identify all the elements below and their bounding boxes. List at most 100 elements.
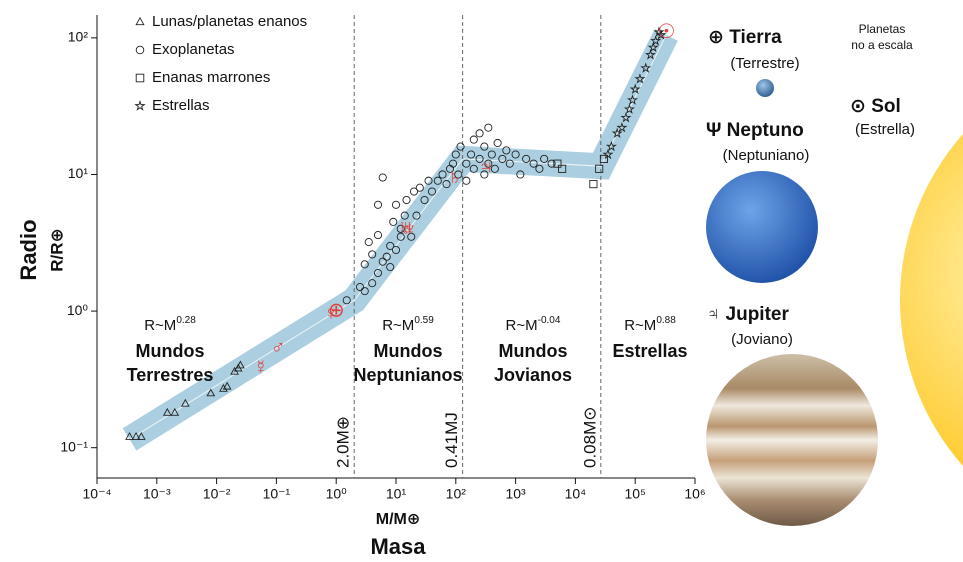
- point: [442, 180, 451, 189]
- x-title: Masa: [370, 534, 426, 559]
- point: [170, 407, 180, 416]
- region-law-text: R~M: [624, 317, 656, 334]
- point: [456, 142, 465, 151]
- point: [595, 164, 604, 173]
- point: [599, 154, 608, 163]
- point: [626, 94, 638, 105]
- neptune-image: [706, 171, 818, 283]
- point: [589, 180, 598, 189]
- point: [424, 176, 433, 185]
- region-law: R~M0.59: [382, 315, 434, 334]
- y-tick-label: 10⁰: [67, 302, 89, 318]
- point: [475, 129, 484, 138]
- region-name: Neptunianos: [353, 365, 462, 385]
- x-tick-label: 10²: [446, 486, 467, 502]
- point: [206, 388, 216, 397]
- region-law: R~M-0.04: [506, 315, 561, 334]
- legend-label: Estrellas: [152, 97, 210, 114]
- point: [342, 296, 351, 305]
- legend-marker: [135, 73, 145, 83]
- point: [373, 200, 383, 209]
- point: [378, 257, 387, 266]
- y-title: Radio: [16, 219, 41, 280]
- point: [382, 252, 391, 261]
- y-tick-label: 10²: [68, 29, 89, 45]
- x-tick-label: 10⁻²: [203, 486, 231, 502]
- region-law-text: R~M: [506, 317, 538, 334]
- point: [222, 381, 232, 390]
- x-tick-label: 10⁻¹: [263, 486, 291, 502]
- region-name: Mundos: [374, 341, 443, 361]
- legend-label: Exoplanetas: [152, 41, 235, 58]
- point: [396, 224, 405, 233]
- point: [484, 159, 493, 168]
- point: [438, 170, 447, 179]
- point: [433, 176, 442, 185]
- point: [136, 431, 146, 440]
- point: [634, 73, 646, 84]
- x-tick-label: 10⁶: [684, 486, 705, 502]
- point: [644, 49, 656, 60]
- point: [516, 170, 525, 179]
- point: [535, 164, 544, 173]
- point: [355, 282, 365, 292]
- point: [650, 35, 662, 46]
- x-tick-label: 10⁰: [326, 486, 348, 502]
- point: [498, 154, 507, 163]
- point: [640, 62, 652, 73]
- point: [125, 431, 134, 440]
- point: [547, 159, 556, 168]
- y-tick-label: 10⁻¹: [60, 438, 88, 454]
- point: [368, 250, 377, 259]
- point: [558, 164, 567, 173]
- jupiter-kind: (Joviano): [731, 331, 793, 348]
- legend-label: Enanas marrones: [152, 69, 270, 86]
- point: [605, 140, 617, 152]
- x-tick-label: 10³: [505, 486, 526, 502]
- point: [480, 142, 489, 151]
- point: [400, 211, 409, 220]
- legend-marker: [135, 16, 145, 26]
- point: [360, 287, 369, 296]
- point: [505, 159, 514, 168]
- point: [389, 217, 398, 226]
- point: [396, 232, 405, 241]
- point: [522, 154, 531, 163]
- neptune-kind: (Neptuniano): [723, 147, 810, 164]
- point: [540, 154, 549, 163]
- x-tick-label: 10⁵: [625, 486, 646, 502]
- point: [373, 231, 383, 240]
- solar-system-symbol: ☿: [253, 357, 268, 379]
- region-exponent: 0.59: [414, 315, 434, 326]
- x-label: M/M⊕: [376, 511, 421, 528]
- jupiter-image: [706, 354, 878, 526]
- point: [454, 170, 463, 179]
- point: [131, 431, 141, 440]
- point: [529, 159, 538, 168]
- point: [469, 164, 478, 173]
- point: [364, 238, 373, 247]
- point: [391, 200, 401, 209]
- point: [386, 263, 395, 272]
- point: [162, 407, 172, 416]
- point: [475, 154, 484, 163]
- point: [409, 187, 419, 196]
- solar-system-symbol: ♄: [447, 166, 462, 188]
- point: [611, 127, 623, 139]
- boundary-label: 0.41MJ: [442, 412, 461, 468]
- point: [480, 170, 489, 179]
- solar-system-symbol: ♅: [398, 217, 413, 239]
- solar-system-symbol: ♃: [478, 156, 493, 178]
- point: [511, 150, 520, 159]
- point: [493, 138, 502, 148]
- region-name: Terrestres: [127, 365, 214, 385]
- point: [484, 123, 493, 132]
- legend-marker: [134, 99, 146, 111]
- region-law: R~M0.28: [144, 315, 196, 334]
- solar-system-symbol: ⊕: [328, 299, 345, 321]
- region-name: Mundos: [136, 341, 205, 361]
- neptune-name: Ψ Neptuno: [706, 120, 804, 141]
- legend-label: Lunas/planetas enanos: [152, 13, 307, 30]
- region-name: Estrellas: [612, 341, 687, 361]
